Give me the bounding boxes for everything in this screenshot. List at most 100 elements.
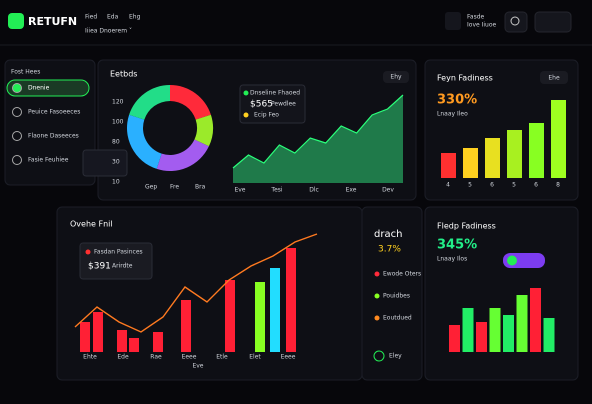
donut-segment <box>156 139 209 171</box>
legend-box <box>239 84 306 124</box>
sidebar-item[interactable]: Dnenie <box>28 85 50 92</box>
panel-title: Ovehe Fnil <box>70 220 113 229</box>
bar <box>543 318 555 352</box>
settings-button[interactable] <box>534 11 572 33</box>
tooltip-value: $391 <box>88 262 111 272</box>
nav-icon <box>12 131 22 141</box>
x-label: Ehte <box>83 354 97 361</box>
legend-text: Pouidbes <box>383 293 410 300</box>
legend-text: Pewdlee <box>271 101 296 108</box>
nav-icon <box>12 107 22 117</box>
bar <box>507 130 522 178</box>
area-line <box>232 94 404 169</box>
bar <box>286 248 296 352</box>
button-label[interactable]: Ehy <box>390 74 402 81</box>
legend-dot <box>243 112 249 118</box>
x-label: Eeee <box>281 354 296 361</box>
bar <box>255 282 265 352</box>
bar <box>449 325 460 352</box>
nav-link[interactable]: Ehg <box>129 14 141 21</box>
donut-segment <box>129 85 170 120</box>
x-label: 5 <box>468 182 472 189</box>
kpi-value: 330% <box>437 93 477 108</box>
tooltip-dot <box>85 249 91 255</box>
axis-label: Fre <box>170 184 179 191</box>
sidebar-item[interactable]: Peuice Fasoeeces <box>28 109 80 116</box>
bar <box>93 312 103 352</box>
side-button-icon[interactable] <box>373 350 385 362</box>
bar <box>462 308 474 352</box>
x-label: 6 <box>534 182 538 189</box>
area-fill <box>233 95 403 183</box>
legend-text: Ecip Feo <box>254 112 279 119</box>
x-label: Exe <box>346 187 357 194</box>
user-role: Iove Iiuoe <box>467 22 497 29</box>
chart-tooltip <box>79 242 153 280</box>
legend-dot <box>374 315 380 321</box>
toggle-knob <box>507 255 517 266</box>
bar <box>529 123 544 178</box>
kpi-caption: Lnaay Ilos <box>437 256 467 263</box>
x-label: Rae <box>150 354 162 361</box>
bar <box>441 153 456 178</box>
legend-dot <box>374 271 380 277</box>
active-nav-item[interactable] <box>6 79 90 97</box>
bar <box>551 100 566 178</box>
panel-button[interactable] <box>540 71 568 84</box>
x-label: Etle <box>216 354 228 361</box>
x-label: Dlc <box>309 187 319 194</box>
search-icon <box>510 16 520 26</box>
bar <box>181 300 191 352</box>
axis-label: 100 <box>112 119 124 126</box>
sidebar-title: Fost Hees <box>11 69 40 76</box>
chart-panel <box>56 206 363 381</box>
logo-text: RETUFN <box>28 15 77 28</box>
bar <box>463 148 478 178</box>
x-caption: Eve <box>192 363 203 370</box>
bar <box>503 315 514 352</box>
legend-dot <box>243 90 249 96</box>
axis-label: 30 <box>112 159 120 166</box>
button-label[interactable]: Eley <box>389 353 402 360</box>
sidebar-item[interactable]: Fasie Feuhiee <box>28 157 69 164</box>
nav-link[interactable]: Fied <box>85 14 97 21</box>
readiness-panel <box>424 206 579 381</box>
nav-icon <box>12 83 22 93</box>
bar <box>489 308 501 352</box>
axis-label: 80 <box>112 139 120 146</box>
nav-link[interactable]: Eda <box>107 14 119 21</box>
sidebar-item[interactable]: Flaone Daseeces <box>28 133 79 140</box>
x-label: Eve <box>234 187 245 194</box>
kpi-value: 345% <box>437 238 477 253</box>
x-label: Dev <box>382 187 394 194</box>
nav-sub[interactable]: Iiiea Dnoerem ˅ <box>85 28 132 35</box>
avatar <box>445 12 461 30</box>
bar <box>80 322 90 352</box>
donut-tooltip <box>82 149 128 177</box>
bar <box>225 280 235 352</box>
legend-text: Ewode Oters <box>383 271 421 278</box>
panel-title: Fledp Fadiness <box>437 222 496 231</box>
axis-label: 120 <box>112 99 124 106</box>
donut-segment <box>194 114 213 147</box>
kpi-caption: Lnaay Ileo <box>437 111 468 118</box>
legend-text: Dnseline Fhaoed <box>250 90 300 97</box>
axis-label: Gep <box>145 184 157 191</box>
bar <box>117 330 127 352</box>
logo-icon <box>8 13 24 29</box>
trend-line <box>74 233 318 333</box>
x-label: 8 <box>556 182 560 189</box>
tooltip-title: Fasdan Pasinces <box>94 249 143 256</box>
bar <box>270 268 280 352</box>
bar <box>129 338 139 352</box>
side-value: 3.7% <box>378 245 401 255</box>
button-label[interactable]: Ehe <box>548 75 560 82</box>
bar <box>530 288 541 352</box>
x-label: 4 <box>446 182 450 189</box>
panel-button[interactable] <box>383 71 409 83</box>
bar <box>476 322 487 352</box>
search-button[interactable] <box>504 11 528 33</box>
panel-title: Feyn Fadiness <box>437 74 493 83</box>
axis-label: Bra <box>195 184 206 191</box>
